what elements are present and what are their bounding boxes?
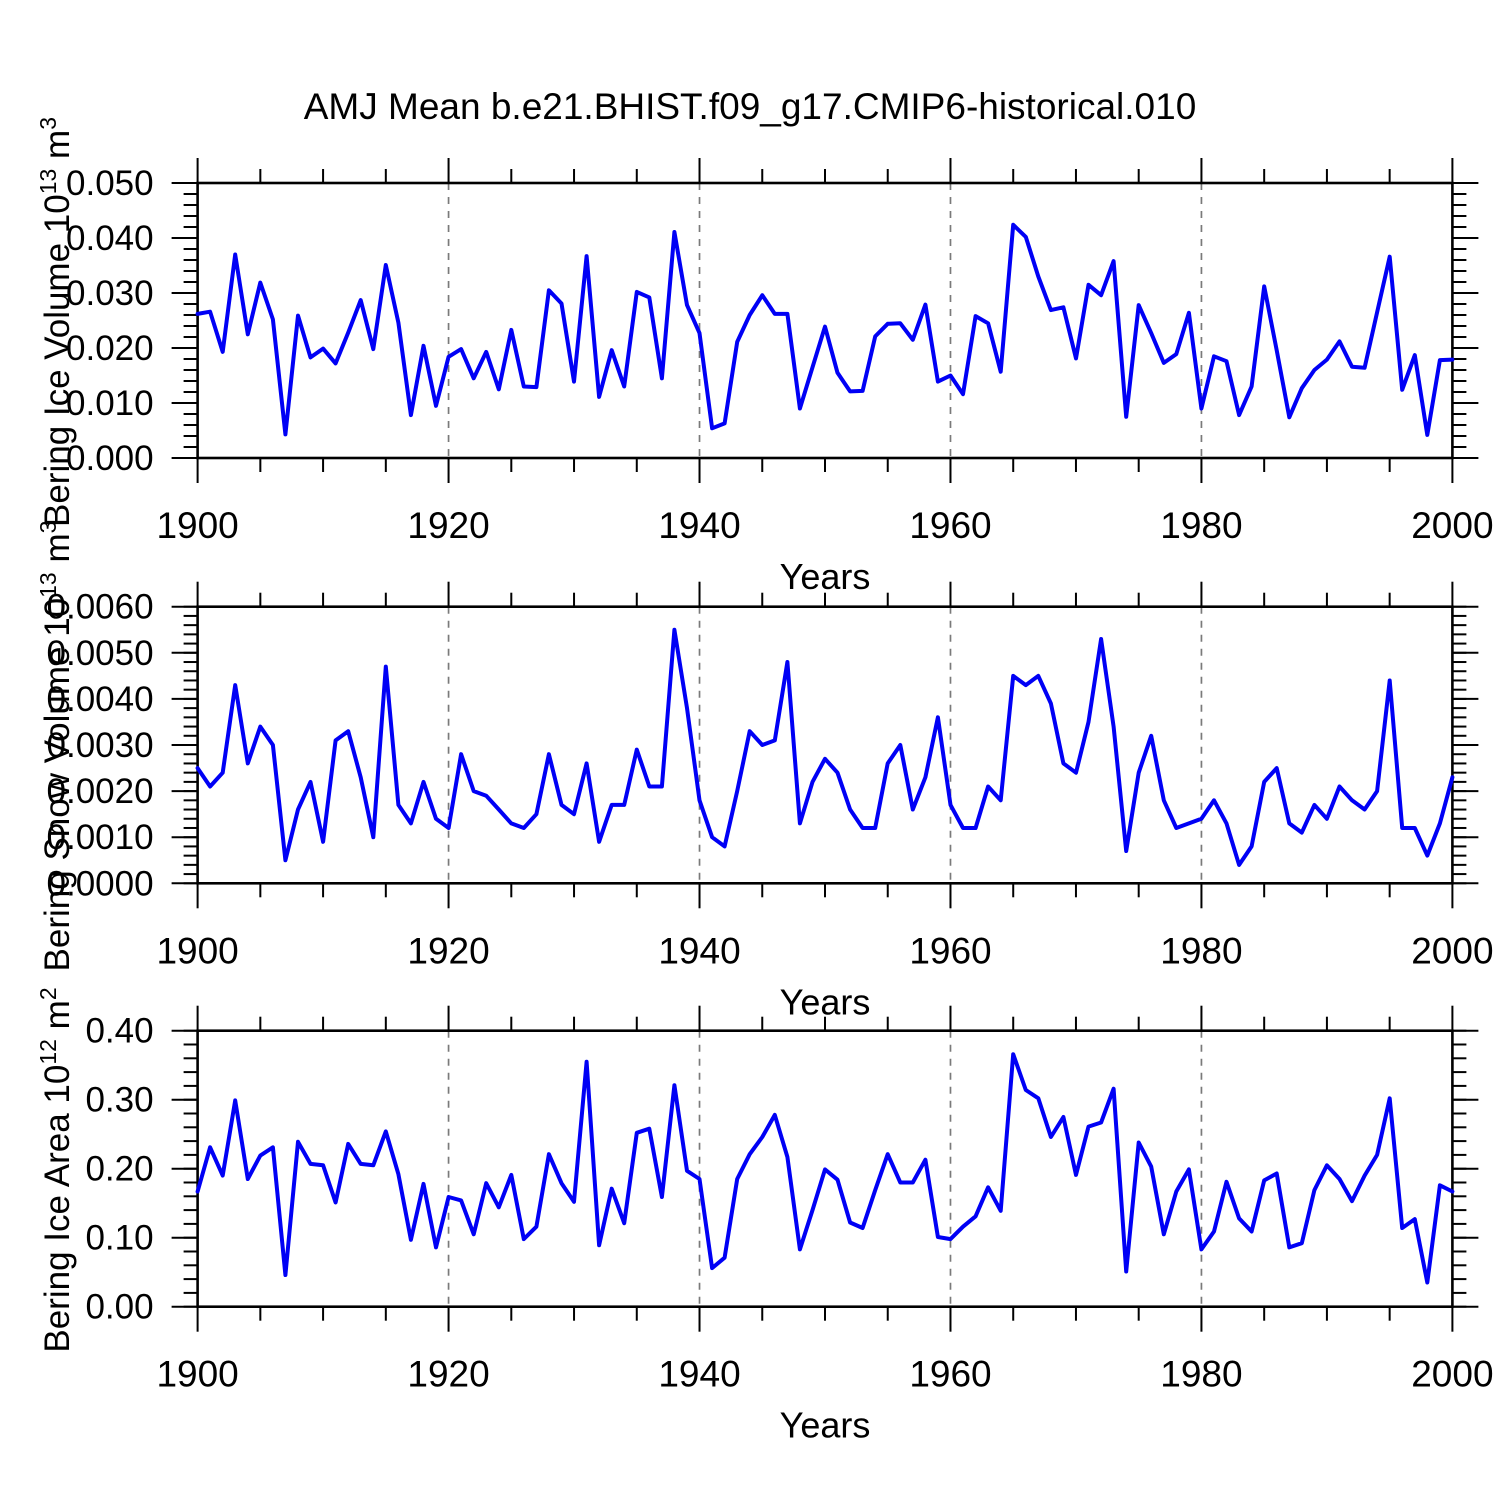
- y-tick-label: 0.030: [66, 274, 154, 313]
- gridlines: [447, 183, 1203, 458]
- series-line-bering-snow-volume: [195, 627, 1455, 867]
- x-tick-labels: 1900 1920 1940 1960 1980 2000: [156, 505, 1493, 546]
- y-tick-label: 0.050: [66, 164, 154, 203]
- x-tick-label: 2000: [1411, 930, 1493, 971]
- series-line-bering-ice-area: [195, 1052, 1455, 1285]
- axis-ticks: [171, 1005, 1479, 1332]
- panel-bering-snow-volume: 0.0000 0.0010 0.0020 0.0030 0.0040 0.0050 0.00…: [47, 581, 1494, 1022]
- x-axis-label: Years: [780, 981, 871, 1022]
- x-tick-labels: 1900 1920 1940 1960 1980 2000: [156, 1354, 1493, 1395]
- x-tick-label: 1900: [156, 505, 238, 546]
- x-tick-label: 1940: [658, 1354, 740, 1395]
- y-tick-label: 0.020: [66, 329, 154, 368]
- y-tick-label: 0.0030: [47, 726, 154, 765]
- y-tick-label: 0.20: [85, 1150, 153, 1189]
- y-tick-label: 0.0020: [47, 772, 154, 811]
- x-tick-label: 1920: [407, 930, 489, 971]
- gridlines: [447, 1030, 1203, 1307]
- x-tick-label: 1900: [156, 1354, 238, 1395]
- y-tick-label: 0.010: [66, 384, 154, 423]
- x-tick-label: 1940: [658, 505, 740, 546]
- x-tick-label: 1960: [909, 505, 991, 546]
- x-tick-label: 1980: [1160, 505, 1242, 546]
- x-tick-label: 1960: [909, 1354, 991, 1395]
- x-tick-labels: 1900 1920 1940 1960 1980 2000: [156, 930, 1493, 971]
- x-tick-label: 1960: [909, 930, 991, 971]
- axis-frame: [196, 1029, 1454, 1308]
- x-axis-label: Years: [780, 556, 871, 597]
- y-tick-label: 0.00: [85, 1288, 153, 1327]
- axis-frame: [196, 181, 1454, 460]
- axis-frame: [196, 605, 1454, 885]
- x-tick-label: 2000: [1411, 1354, 1493, 1395]
- y-tick-label: 0.040: [66, 219, 154, 258]
- y-tick-labels: 0.0000 0.0010 0.0020 0.0030 0.0040 0.0050 0.00…: [47, 588, 154, 904]
- axis-ticks: [171, 581, 1479, 909]
- y-tick-label: 0.0000: [47, 864, 154, 903]
- series-line-bering-ice-volume: [195, 222, 1455, 437]
- x-tick-label: 1920: [407, 505, 489, 546]
- y-tick-label: 0.30: [85, 1081, 153, 1120]
- x-tick-label: 1900: [156, 930, 238, 971]
- y-tick-labels: 0.000 0.010 0.020 0.030 0.040 0.050: [66, 164, 154, 478]
- y-tick-label: 0.10: [85, 1219, 153, 1258]
- y-tick-label: 0.40: [85, 1012, 153, 1051]
- x-tick-label: 1940: [658, 930, 740, 971]
- y-tick-label: 0.0050: [47, 634, 154, 673]
- gridlines: [447, 606, 1203, 884]
- x-tick-label: 1920: [407, 1354, 489, 1395]
- panel-bering-ice-area: 0.00 0.10 0.20 0.30 0.40 1900 1920 1940 1960 1980…: [85, 1005, 1494, 1446]
- x-tick-label: 1980: [1160, 930, 1242, 971]
- x-tick-label: 1980: [1160, 1354, 1242, 1395]
- axis-ticks: [171, 158, 1479, 483]
- y-tick-label: 0.000: [66, 439, 154, 478]
- y-tick-label: 0.0040: [47, 680, 154, 719]
- y-tick-label: 0.0060: [47, 588, 154, 627]
- y-tick-label: 0.0010: [47, 818, 154, 857]
- x-tick-label: 2000: [1411, 505, 1493, 546]
- plot-title: AMJ Mean b.e21.BHIST.f09_g17.CMIP6-histo…: [303, 86, 1197, 127]
- x-axis-label: Years: [780, 1405, 871, 1446]
- y-tick-labels: 0.00 0.10 0.20 0.30 0.40: [85, 1012, 153, 1327]
